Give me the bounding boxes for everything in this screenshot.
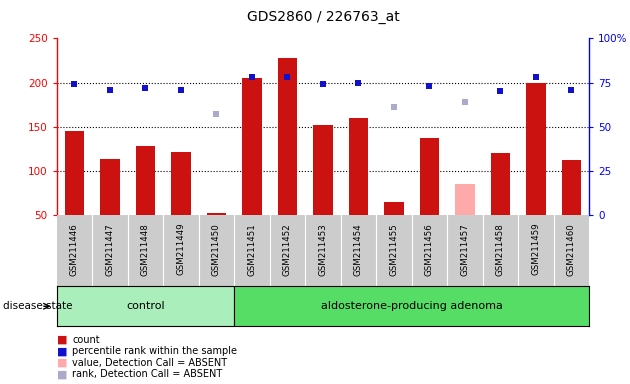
- Text: percentile rank within the sample: percentile rank within the sample: [72, 346, 238, 356]
- Bar: [65, 131, 84, 215]
- Bar: [242, 78, 261, 215]
- Text: GSM211455: GSM211455: [389, 223, 398, 275]
- Bar: [455, 184, 474, 215]
- Text: GSM211447: GSM211447: [105, 223, 115, 275]
- Text: GSM211452: GSM211452: [283, 223, 292, 275]
- Text: GSM211453: GSM211453: [318, 223, 328, 275]
- Bar: [526, 83, 546, 215]
- Bar: [171, 152, 191, 215]
- Text: GSM211451: GSM211451: [248, 223, 256, 275]
- Text: control: control: [126, 301, 164, 311]
- Text: rank, Detection Call = ABSENT: rank, Detection Call = ABSENT: [72, 369, 222, 379]
- Text: ■: ■: [57, 358, 67, 368]
- Bar: [100, 159, 120, 215]
- Text: GSM211457: GSM211457: [461, 223, 469, 275]
- Bar: [348, 118, 368, 215]
- Text: ■: ■: [57, 335, 67, 345]
- Bar: [278, 58, 297, 215]
- Text: GSM211450: GSM211450: [212, 223, 221, 275]
- Text: aldosterone-producing adenoma: aldosterone-producing adenoma: [321, 301, 503, 311]
- Text: count: count: [72, 335, 100, 345]
- Text: GSM211454: GSM211454: [354, 223, 363, 275]
- Bar: [313, 125, 333, 215]
- Bar: [384, 202, 404, 215]
- Text: GSM211459: GSM211459: [531, 223, 541, 275]
- Text: disease state: disease state: [3, 301, 72, 311]
- Bar: [234, 286, 589, 326]
- Text: GSM211448: GSM211448: [141, 223, 150, 275]
- Bar: [561, 160, 581, 215]
- Bar: [135, 146, 155, 215]
- Text: ■: ■: [57, 346, 67, 356]
- Bar: [491, 153, 510, 215]
- Text: GSM211449: GSM211449: [176, 223, 185, 275]
- Text: GSM211460: GSM211460: [567, 223, 576, 275]
- Bar: [207, 213, 226, 215]
- Text: GSM211446: GSM211446: [70, 223, 79, 275]
- Text: GSM211458: GSM211458: [496, 223, 505, 275]
- Text: value, Detection Call = ABSENT: value, Detection Call = ABSENT: [72, 358, 227, 368]
- Text: GSM211456: GSM211456: [425, 223, 434, 275]
- Text: GDS2860 / 226763_at: GDS2860 / 226763_at: [246, 10, 399, 23]
- Bar: [57, 286, 234, 326]
- Text: ■: ■: [57, 369, 67, 379]
- Bar: [420, 138, 439, 215]
